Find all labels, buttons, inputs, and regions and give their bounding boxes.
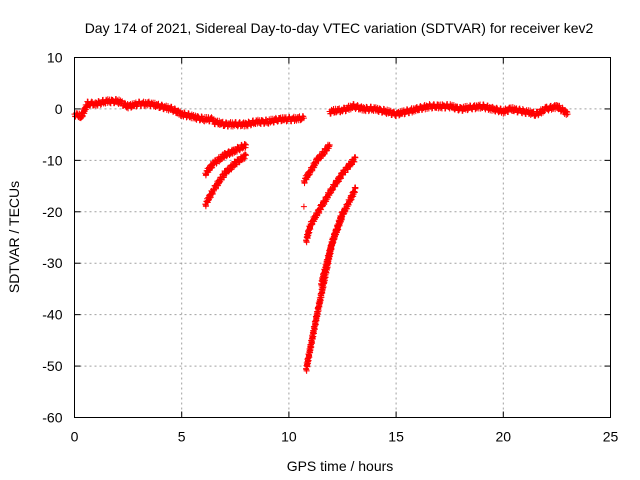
series-baseline-6-5-10-7h: [210, 113, 307, 130]
plot-frame: [74, 57, 611, 418]
data-point: [352, 154, 359, 161]
data-point: [563, 108, 570, 115]
data-point: [532, 112, 539, 119]
y-tick-label: -20: [42, 204, 62, 220]
data-point: [223, 153, 230, 160]
data-point: [298, 116, 305, 123]
axis-tick-labels: 0 5 10 15 20 25 -60 -50 -40 -30 -20 -10 0 10: [42, 50, 618, 445]
chart-title: Day 174 of 2021, Sidereal Day-to-day VTE…: [85, 20, 594, 36]
data-point: [345, 201, 352, 208]
data-point: [210, 161, 217, 168]
y-tick-label: -30: [42, 255, 62, 271]
data-point: [300, 115, 307, 122]
y-tick-label: 0: [55, 101, 63, 117]
x-tick-label: 10: [281, 429, 297, 445]
y-tick-label: -50: [42, 358, 62, 374]
series-arc-c: [300, 141, 333, 187]
data-point: [330, 186, 337, 193]
data-point: [318, 206, 325, 213]
data-point: [326, 141, 333, 148]
data-point: [339, 208, 346, 215]
series-arc-b: [202, 151, 250, 210]
data-point: [564, 111, 571, 118]
x-tick-label: 25: [603, 429, 619, 445]
data-point: [337, 175, 344, 182]
data-point: [243, 152, 250, 159]
data-point: [334, 179, 341, 186]
series-arc-d: [303, 154, 359, 246]
data-point: [220, 173, 227, 180]
data-point: [241, 141, 248, 148]
series-baseline-0-3-5h: [71, 96, 153, 122]
x-tick-label: 20: [496, 429, 512, 445]
x-axis-label: GPS time / hours: [287, 458, 394, 474]
data-point: [121, 99, 128, 106]
data-point: [347, 162, 354, 169]
y-tick-label: -10: [42, 152, 62, 168]
data-point: [495, 109, 502, 116]
y-tick-label: -40: [42, 307, 62, 323]
data-point: [243, 141, 250, 148]
data-point: [493, 104, 500, 111]
series-baseline-3-5-6-5h: [146, 99, 217, 125]
x-tick-label: 0: [71, 429, 79, 445]
x-tick-label: 5: [178, 429, 186, 445]
y-tick-label: 10: [47, 50, 63, 66]
data-points: [71, 96, 571, 374]
data-point: [300, 203, 307, 210]
data-point: [351, 188, 358, 195]
data-point: [242, 151, 249, 158]
y-tick-label: -60: [42, 410, 62, 426]
series-baseline-11-9-23h: [326, 101, 571, 120]
data-point: [97, 101, 104, 108]
series-arc-a: [202, 141, 250, 179]
data-point: [247, 122, 254, 129]
series-arc-f: [303, 208, 346, 374]
data-point: [334, 227, 341, 234]
data-point: [406, 110, 413, 117]
data-point: [545, 107, 552, 114]
series-outlier: [300, 203, 307, 210]
data-point: [209, 190, 216, 197]
x-tick-label: 15: [388, 429, 404, 445]
data-point: [352, 185, 359, 192]
y-axis-label: SDTVAR / TECUs: [6, 181, 22, 293]
